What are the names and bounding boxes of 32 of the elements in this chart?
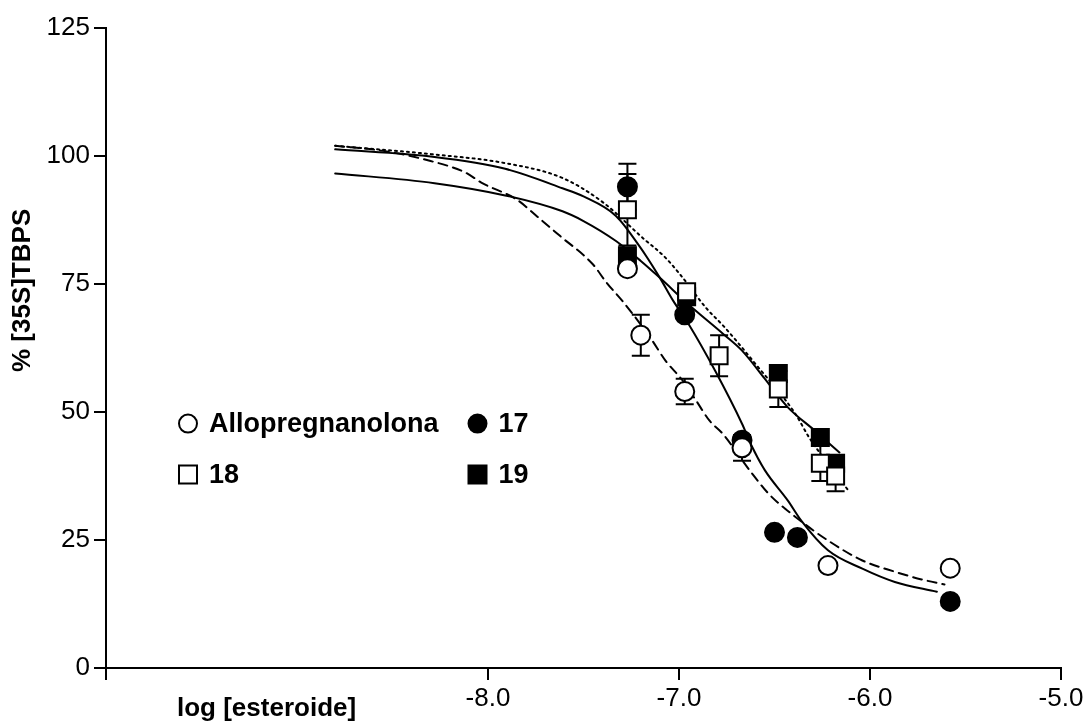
point: [786, 526, 808, 548]
y-tick-label: 25: [61, 523, 90, 554]
y-tick-label: 100: [46, 139, 90, 170]
point: [674, 304, 696, 326]
point: [810, 428, 830, 448]
y-tick-label: 0: [75, 651, 90, 682]
legend-label: 17: [498, 408, 529, 439]
x-axis-title: log [esteroide]: [177, 692, 357, 722]
x-tick-label: -7.0: [656, 681, 702, 712]
y-tick-label: 50: [61, 395, 90, 426]
y-tick-label: 75: [61, 267, 90, 298]
y-axis-title: % [35S]TBPS: [6, 208, 37, 373]
x-tick-label: -8.0: [465, 681, 511, 712]
point: [810, 453, 830, 473]
point: [630, 324, 652, 346]
point: [617, 200, 637, 220]
point: [939, 557, 961, 579]
x-tick-label: -6.0: [847, 681, 893, 712]
legend-label: 19: [498, 459, 529, 490]
point: [826, 466, 846, 486]
x-tick-label: -5.0: [1038, 681, 1084, 712]
legend-label: 18: [209, 459, 240, 490]
point: [768, 379, 788, 399]
point: [939, 590, 961, 612]
point: [616, 176, 638, 198]
point: [616, 258, 638, 280]
point: [817, 555, 839, 577]
point: [677, 282, 697, 302]
legend-label: Allopregnanolona: [209, 408, 440, 439]
point: [709, 346, 729, 366]
y-tick-label: 125: [46, 11, 90, 42]
point: [764, 521, 785, 543]
